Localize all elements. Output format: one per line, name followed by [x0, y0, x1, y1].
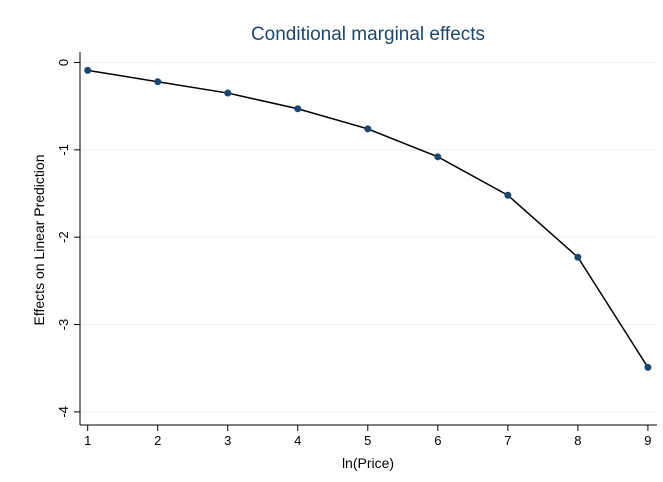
x-tick-label: 9: [644, 433, 651, 448]
y-tick-label: -1: [56, 144, 71, 156]
x-tick-label: 5: [364, 433, 371, 448]
marker: [224, 89, 232, 97]
x-tick-label: 8: [574, 433, 581, 448]
marker: [84, 66, 92, 74]
x-axis-label: ln(Price): [342, 455, 394, 471]
x-tick-label: 1: [84, 433, 91, 448]
y-tick-label: 0: [56, 59, 71, 66]
x-tick-label: 3: [224, 433, 231, 448]
y-tick-label: -3: [56, 319, 71, 331]
marker: [154, 78, 162, 86]
marker: [434, 153, 442, 161]
x-tick-label: 2: [154, 433, 161, 448]
marker: [574, 253, 582, 261]
x-tick-label: 7: [504, 433, 511, 448]
x-tick-label: 4: [294, 433, 301, 448]
x-tick-label: 6: [434, 433, 441, 448]
chart-title: Conditional marginal effects: [251, 24, 485, 45]
marker: [644, 363, 652, 371]
y-tick-label: -2: [56, 231, 71, 243]
marker: [504, 191, 512, 199]
y-axis-label: Effects on Linear Prediction: [31, 155, 47, 326]
y-tick-label: -4: [56, 406, 71, 418]
marker: [294, 105, 302, 113]
marker: [364, 125, 372, 133]
